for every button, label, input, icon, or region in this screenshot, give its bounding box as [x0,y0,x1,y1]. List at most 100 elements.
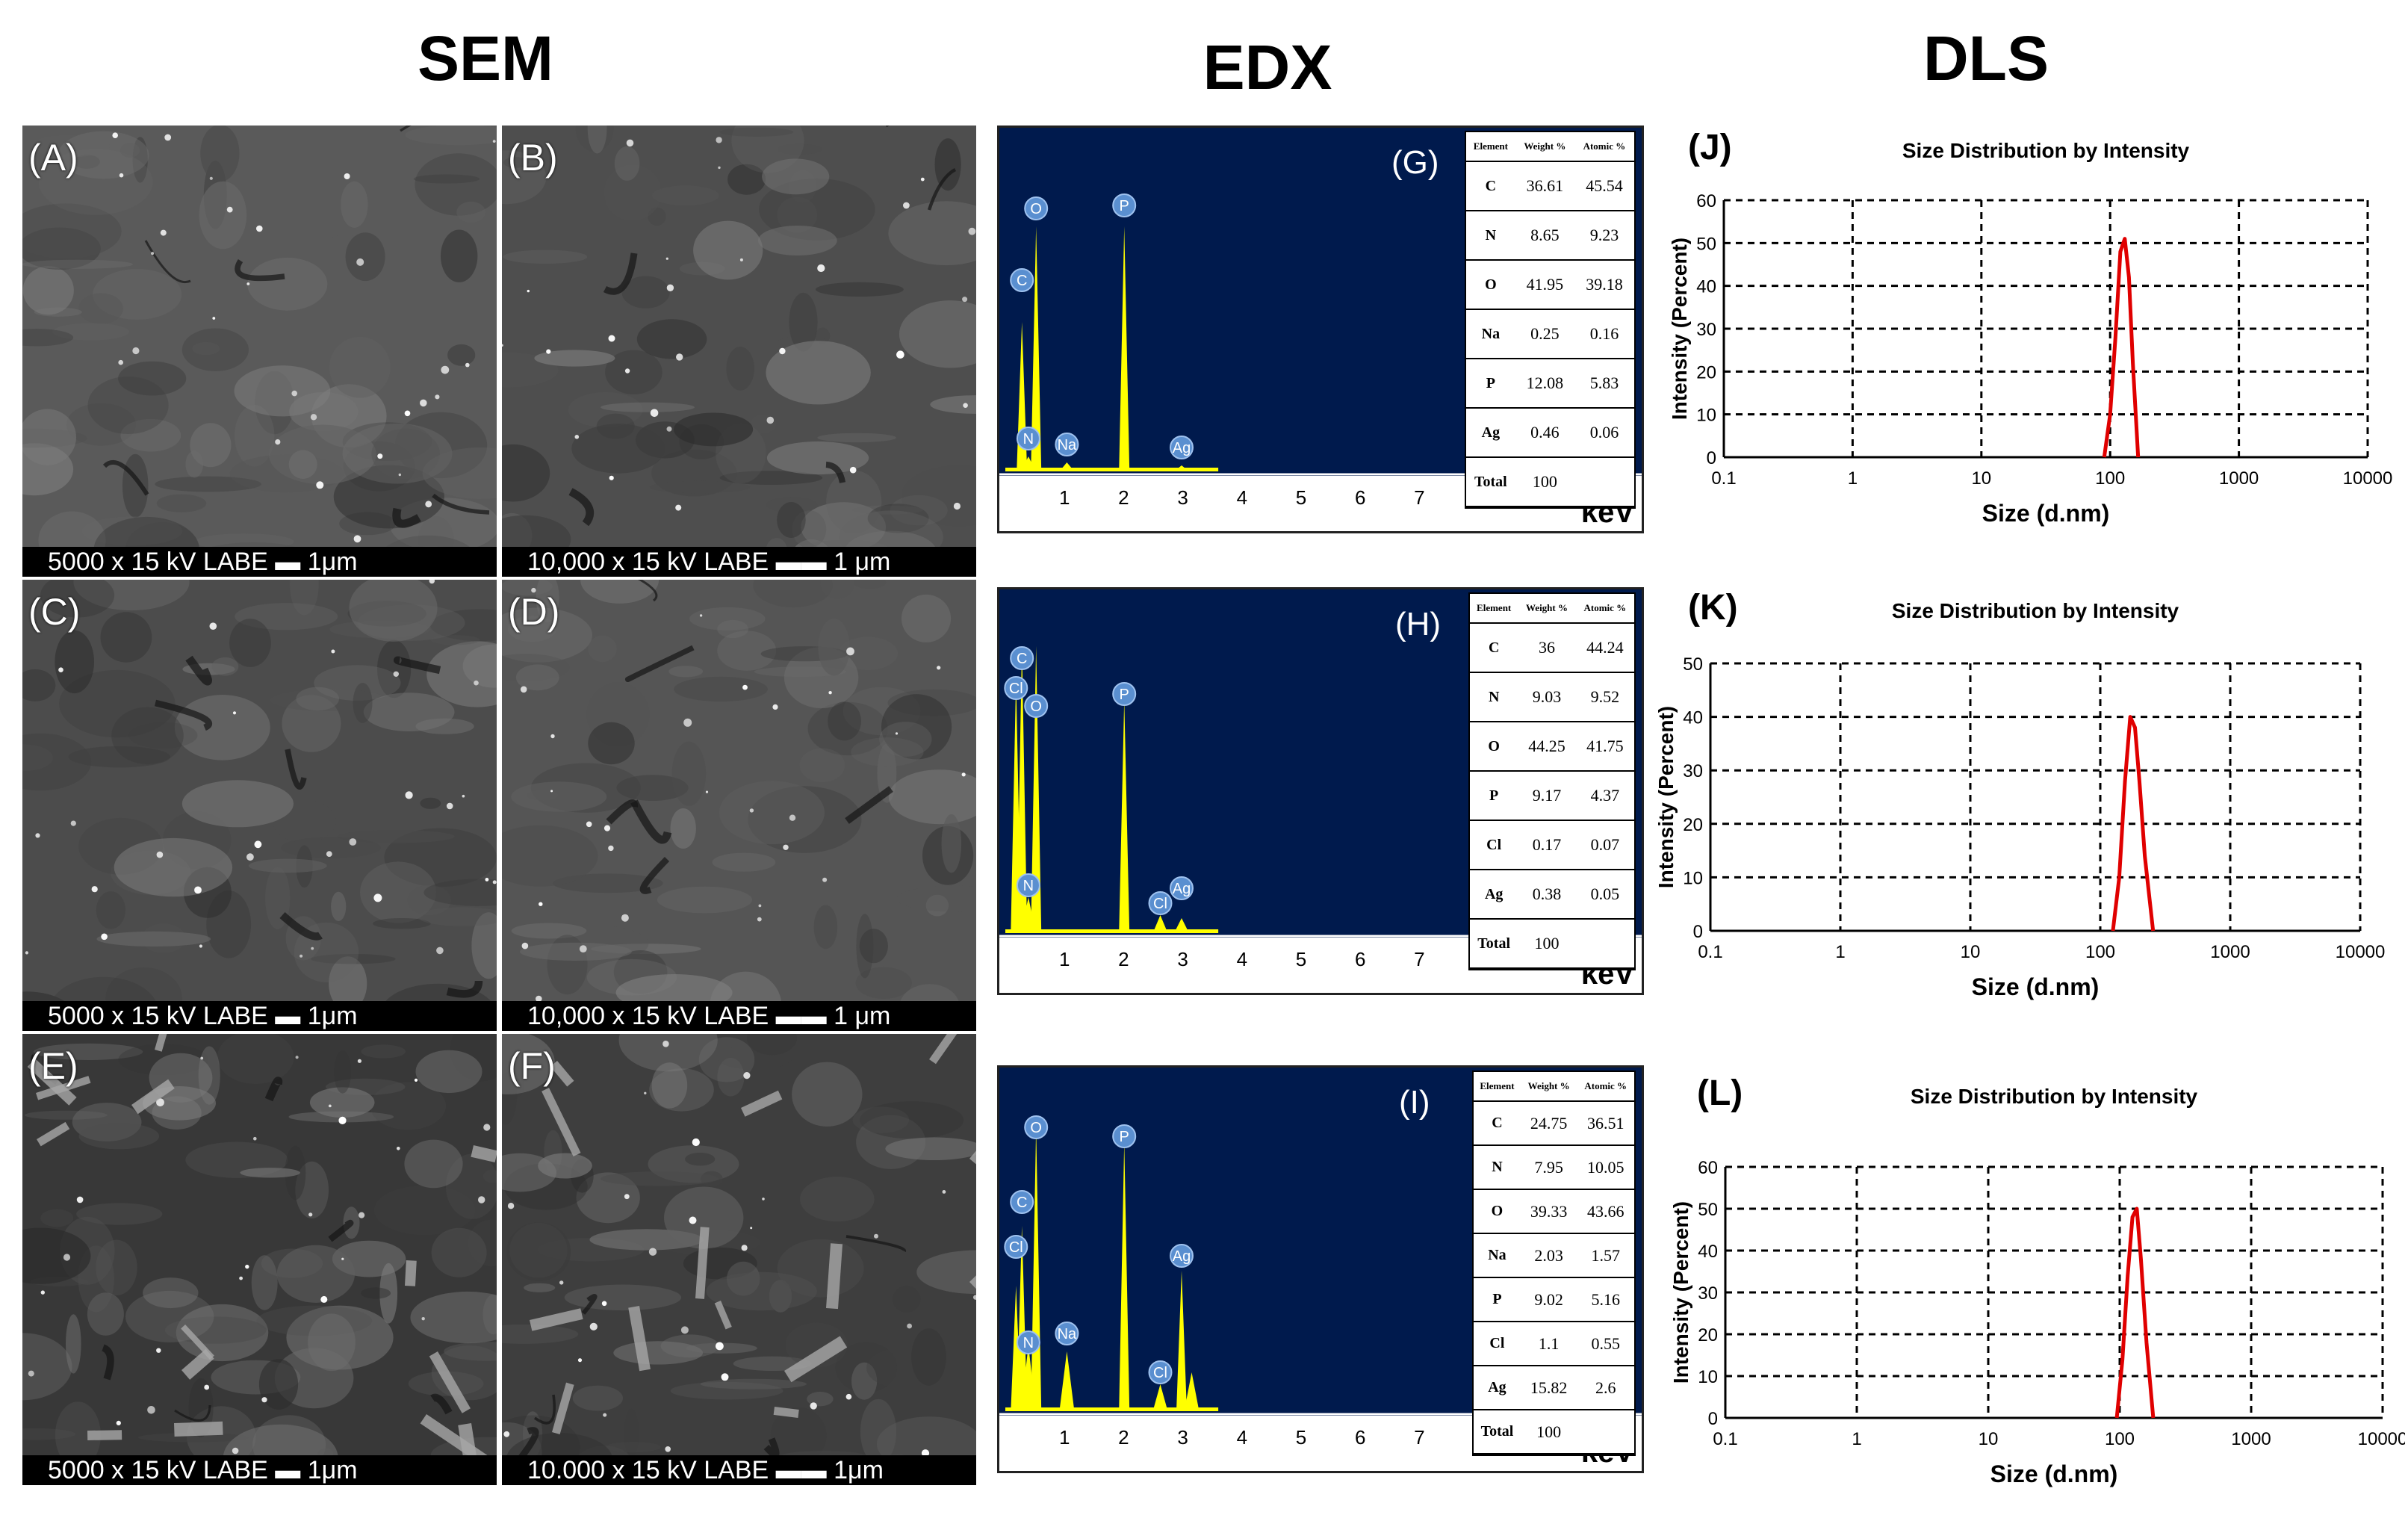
peak-marker [1112,682,1137,706]
texture-blob [417,907,497,926]
table-cell: 0.46 [1515,408,1574,458]
crystal-rod [741,1090,783,1117]
texture-blob [371,428,440,480]
table-cell: 0.06 [1574,408,1634,458]
particle [291,390,298,397]
texture-blob [413,174,480,184]
spectrum-peak [1176,1271,1187,1411]
crack [568,488,594,527]
texture-blob [200,126,240,182]
peak-label: Cl [1009,1239,1023,1256]
particle [716,1342,724,1351]
table-cell: Total [1474,1410,1521,1455]
texture-blob [693,220,763,280]
crack [432,493,490,515]
table-cell: 36.61 [1515,161,1574,211]
particle [483,1124,491,1131]
texture-blob [96,1239,137,1295]
particle [373,893,382,902]
texture-blob [651,449,737,497]
particle [465,362,470,368]
table-cell: 100 [1518,919,1576,969]
spectrum-baseline [1005,468,1219,471]
peak-label: Ag [1173,881,1191,897]
spectrum-peak [1020,1345,1036,1411]
particle [648,1248,657,1256]
table-cell: 5.16 [1577,1277,1634,1322]
particle [474,680,479,686]
particle [968,227,976,235]
texture-blob [229,619,271,667]
crack [400,126,412,132]
crack [639,856,670,894]
particle [308,1212,313,1217]
texture-blob [410,1291,497,1344]
table-cell: 24.75 [1520,1101,1577,1146]
texture-blob [867,504,929,533]
texture-blob [726,347,754,391]
size-distribution-curve [2111,715,2156,932]
crack [264,1077,283,1102]
y-tick-label: 40 [1683,708,1703,728]
texture-blob [614,146,640,181]
texture-blob [198,1046,220,1105]
crystal-rod [773,1407,799,1418]
texture-blob [341,181,368,228]
crack [154,699,212,731]
texture-blob [719,471,823,485]
texture-blob [820,580,855,599]
table-row: Cl 0.17 0.07 [1470,820,1634,870]
table-cell: 15.82 [1520,1366,1577,1410]
table-cell: 39.33 [1520,1189,1577,1234]
x-tick-label: 10000 [2336,942,2386,962]
crack [637,580,658,602]
table-cell: 2.03 [1520,1233,1577,1278]
crack [581,1294,598,1315]
x-tick-label: 6 [1355,486,1365,509]
size-distribution-curve [2114,1206,2156,1419]
texture-blob [851,737,924,767]
spectrum-baseline [1005,929,1219,933]
peak-label: Na [1058,437,1077,453]
particle [316,481,324,489]
x-tick-label: 6 [1355,1426,1365,1449]
particle [246,282,250,285]
dls-header: DLS [1923,23,2049,93]
texture-blob [712,852,776,872]
texture-blob [22,329,74,347]
spectrum-peak [1031,1127,1042,1411]
texture-blob [295,1161,329,1218]
texture-blob [256,1305,373,1336]
table-row: N 8.65 9.23 [1466,211,1634,261]
texture-blob [618,1034,718,1072]
table-cell: 36.51 [1577,1101,1634,1146]
crack [624,645,695,683]
particle [716,137,722,143]
particle [665,257,668,260]
particle [822,877,828,882]
table-row: Na 0.25 0.16 [1466,309,1634,359]
texture-blob [143,1277,199,1309]
texture-blob [799,748,845,783]
crack [446,980,483,998]
table-cell: 36 [1518,623,1576,673]
particle [275,439,281,445]
table-cell: 100 [1520,1410,1577,1455]
particle [741,1245,748,1251]
particle [531,587,536,593]
table-cell: 1.57 [1577,1233,1634,1278]
table-cell: 7.95 [1520,1145,1577,1190]
texture-blob [125,1290,214,1342]
texture-blob [426,641,497,707]
table-cell: C [1474,1101,1521,1146]
texture-blob [290,580,319,616]
particle [28,1370,34,1377]
texture-blob [329,336,391,398]
particle [921,1449,930,1458]
texture-blob [890,495,948,526]
particle [232,1447,239,1455]
texture-blob [815,327,831,344]
texture-blob [288,450,317,479]
texture-blob [701,1171,723,1187]
